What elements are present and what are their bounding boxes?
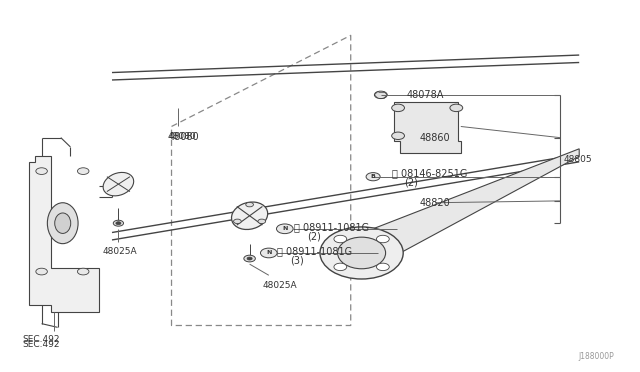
Circle shape (247, 257, 252, 260)
Text: N: N (282, 226, 287, 231)
Text: 48025A: 48025A (102, 247, 137, 256)
Circle shape (234, 219, 241, 224)
Ellipse shape (47, 203, 78, 244)
Text: 48860: 48860 (419, 133, 450, 142)
Circle shape (77, 268, 89, 275)
Text: 48820: 48820 (419, 198, 450, 208)
Text: B: B (371, 174, 376, 179)
Ellipse shape (320, 227, 403, 279)
Circle shape (36, 168, 47, 174)
Ellipse shape (232, 202, 268, 230)
Circle shape (392, 104, 404, 112)
Ellipse shape (55, 213, 70, 234)
Circle shape (116, 222, 121, 225)
Circle shape (450, 104, 463, 112)
Text: Ⓝ 08911-1081G: Ⓝ 08911-1081G (294, 222, 369, 232)
Text: J188000P: J188000P (579, 352, 614, 361)
Ellipse shape (338, 237, 385, 269)
Circle shape (376, 235, 389, 243)
Text: (3): (3) (290, 256, 303, 265)
Circle shape (392, 132, 404, 140)
Text: Ⓝ 08911-1081G: Ⓝ 08911-1081G (277, 246, 352, 256)
Circle shape (244, 255, 255, 262)
Circle shape (246, 202, 253, 207)
Circle shape (276, 224, 293, 234)
Circle shape (258, 219, 266, 224)
Text: 48080: 48080 (168, 132, 199, 142)
Text: (2): (2) (404, 177, 419, 187)
Text: 48078A: 48078A (406, 90, 444, 100)
Circle shape (334, 263, 347, 270)
Circle shape (366, 173, 380, 181)
Circle shape (334, 235, 347, 243)
Circle shape (260, 248, 277, 258)
Circle shape (374, 91, 387, 99)
Text: SEC.492: SEC.492 (22, 340, 60, 349)
Polygon shape (394, 102, 461, 153)
Circle shape (113, 220, 124, 226)
Text: 48025A: 48025A (262, 281, 297, 290)
Circle shape (376, 263, 389, 270)
Text: 48080: 48080 (168, 132, 196, 141)
Text: SEC.492: SEC.492 (22, 335, 60, 344)
Text: Ⓑ 08146-8251G: Ⓑ 08146-8251G (392, 168, 467, 178)
Text: 48805: 48805 (563, 154, 592, 164)
Polygon shape (29, 156, 99, 312)
Circle shape (77, 168, 89, 174)
Ellipse shape (103, 173, 134, 196)
Polygon shape (354, 149, 579, 270)
Text: N: N (266, 250, 271, 256)
Circle shape (36, 268, 47, 275)
Text: (2): (2) (307, 231, 321, 241)
